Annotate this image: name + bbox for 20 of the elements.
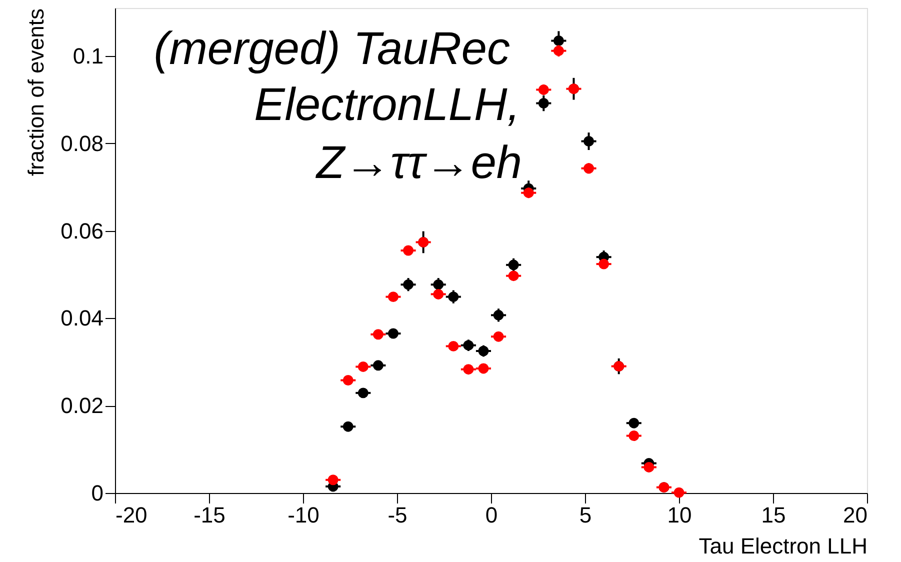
y-tick-label: 0.02 (60, 393, 104, 418)
y-tick-label: 0 (91, 480, 104, 506)
annotation: ElectronLLH, (254, 78, 520, 130)
y-tick-label: 0.06 (60, 218, 104, 244)
x-tick-label: 15 (761, 502, 786, 528)
x-axis-title: Tau Electron LLH (698, 534, 868, 558)
x-tick-label: 10 (667, 502, 692, 528)
y-axis-title: fraction of events (24, 8, 49, 176)
x-tick-label: 20 (843, 502, 868, 528)
annotation: (merged) TauRec (154, 22, 510, 74)
x-tick-label: 0 (485, 502, 498, 528)
x-tick-label: -10 (288, 502, 320, 528)
annotation: Z→ττ→eh (315, 136, 522, 188)
y-tick-label: 0.08 (60, 130, 104, 156)
x-tick-label: 5 (579, 502, 592, 528)
x-tick-label: -15 (194, 502, 226, 528)
x-tick-label: -5 (388, 502, 408, 528)
x-tick-label: -20 (116, 502, 148, 528)
y-tick-label: 0.1 (72, 44, 104, 69)
y-tick-label: 0.04 (60, 306, 104, 331)
